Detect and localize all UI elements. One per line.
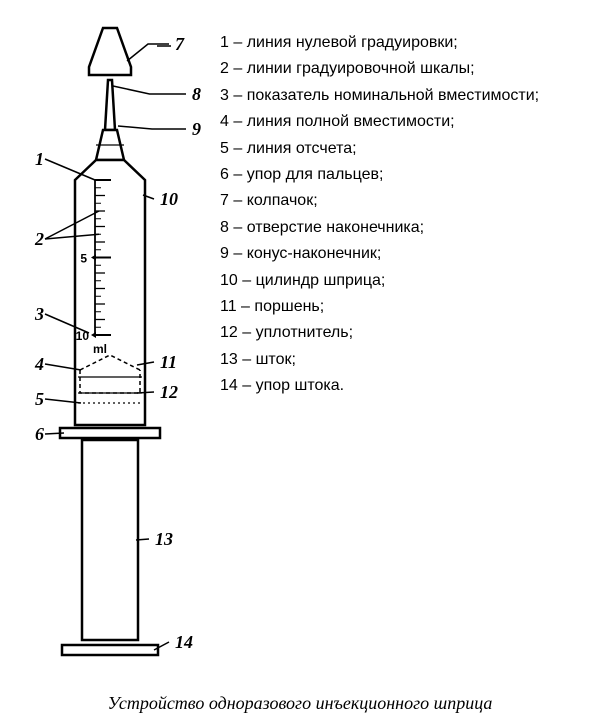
svg-text:11: 11 bbox=[160, 352, 177, 372]
legend-item: 2 – линии градуировочной шкалы; bbox=[220, 56, 590, 82]
legend: 1 – линия нулевой градуировки;2 – линии … bbox=[220, 30, 590, 399]
svg-text:13: 13 bbox=[155, 529, 173, 549]
svg-text:7: 7 bbox=[175, 34, 185, 54]
legend-item: 5 – линия отсчета; bbox=[220, 136, 590, 162]
legend-item: 9 – конус-наконечник; bbox=[220, 241, 590, 267]
svg-text:3: 3 bbox=[34, 304, 44, 324]
legend-item: 14 – упор штока. bbox=[220, 373, 590, 399]
svg-text:9: 9 bbox=[192, 119, 201, 139]
legend-item: 6 – упор для пальцев; bbox=[220, 162, 590, 188]
svg-text:2: 2 bbox=[34, 229, 44, 249]
svg-text:8: 8 bbox=[192, 84, 201, 104]
legend-item: 7 – колпачок; bbox=[220, 188, 590, 214]
svg-text:14: 14 bbox=[175, 632, 193, 652]
svg-text:1: 1 bbox=[35, 149, 44, 169]
legend-item: 3 – показатель номинальной вместимости; bbox=[220, 83, 590, 109]
svg-text:6: 6 bbox=[35, 424, 44, 444]
svg-text:5: 5 bbox=[35, 389, 44, 409]
legend-item: 11 – поршень; bbox=[220, 294, 590, 320]
legend-item: 12 – уплотнитель; bbox=[220, 320, 590, 346]
svg-text:5: 5 bbox=[80, 252, 87, 266]
legend-item: 1 – линия нулевой градуировки; bbox=[220, 30, 590, 56]
legend-item: 4 – линия полной вместимости; bbox=[220, 109, 590, 135]
svg-text:10: 10 bbox=[76, 329, 90, 343]
svg-text:10: 10 bbox=[160, 189, 178, 209]
svg-text:ml: ml bbox=[93, 342, 107, 356]
svg-text:4: 4 bbox=[34, 354, 44, 374]
svg-text:12: 12 bbox=[160, 382, 178, 402]
legend-item: 8 – отверстие наконечника; bbox=[220, 215, 590, 241]
caption: Устройство одноразового инъекционного шп… bbox=[0, 693, 600, 714]
legend-item: 10 – цилиндр шприца; bbox=[220, 268, 590, 294]
legend-item: 13 – шток; bbox=[220, 347, 590, 373]
